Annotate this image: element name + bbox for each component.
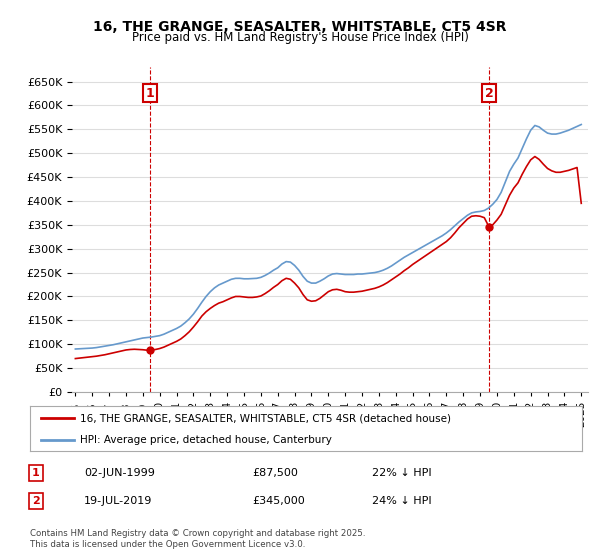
Text: 02-JUN-1999: 02-JUN-1999 (84, 468, 155, 478)
Text: Contains HM Land Registry data © Crown copyright and database right 2025.
This d: Contains HM Land Registry data © Crown c… (30, 529, 365, 549)
Text: 2: 2 (485, 87, 494, 100)
Text: 2: 2 (32, 496, 40, 506)
Text: HPI: Average price, detached house, Canterbury: HPI: Average price, detached house, Cant… (80, 435, 332, 445)
Text: 1: 1 (32, 468, 40, 478)
Text: £345,000: £345,000 (252, 496, 305, 506)
Text: 16, THE GRANGE, SEASALTER, WHITSTABLE, CT5 4SR: 16, THE GRANGE, SEASALTER, WHITSTABLE, C… (93, 20, 507, 34)
Text: £87,500: £87,500 (252, 468, 298, 478)
Text: 24% ↓ HPI: 24% ↓ HPI (372, 496, 431, 506)
Text: 19-JUL-2019: 19-JUL-2019 (84, 496, 152, 506)
Text: Price paid vs. HM Land Registry's House Price Index (HPI): Price paid vs. HM Land Registry's House … (131, 31, 469, 44)
Text: 16, THE GRANGE, SEASALTER, WHITSTABLE, CT5 4SR (detached house): 16, THE GRANGE, SEASALTER, WHITSTABLE, C… (80, 413, 451, 423)
Text: 1: 1 (146, 87, 154, 100)
Text: 22% ↓ HPI: 22% ↓ HPI (372, 468, 431, 478)
